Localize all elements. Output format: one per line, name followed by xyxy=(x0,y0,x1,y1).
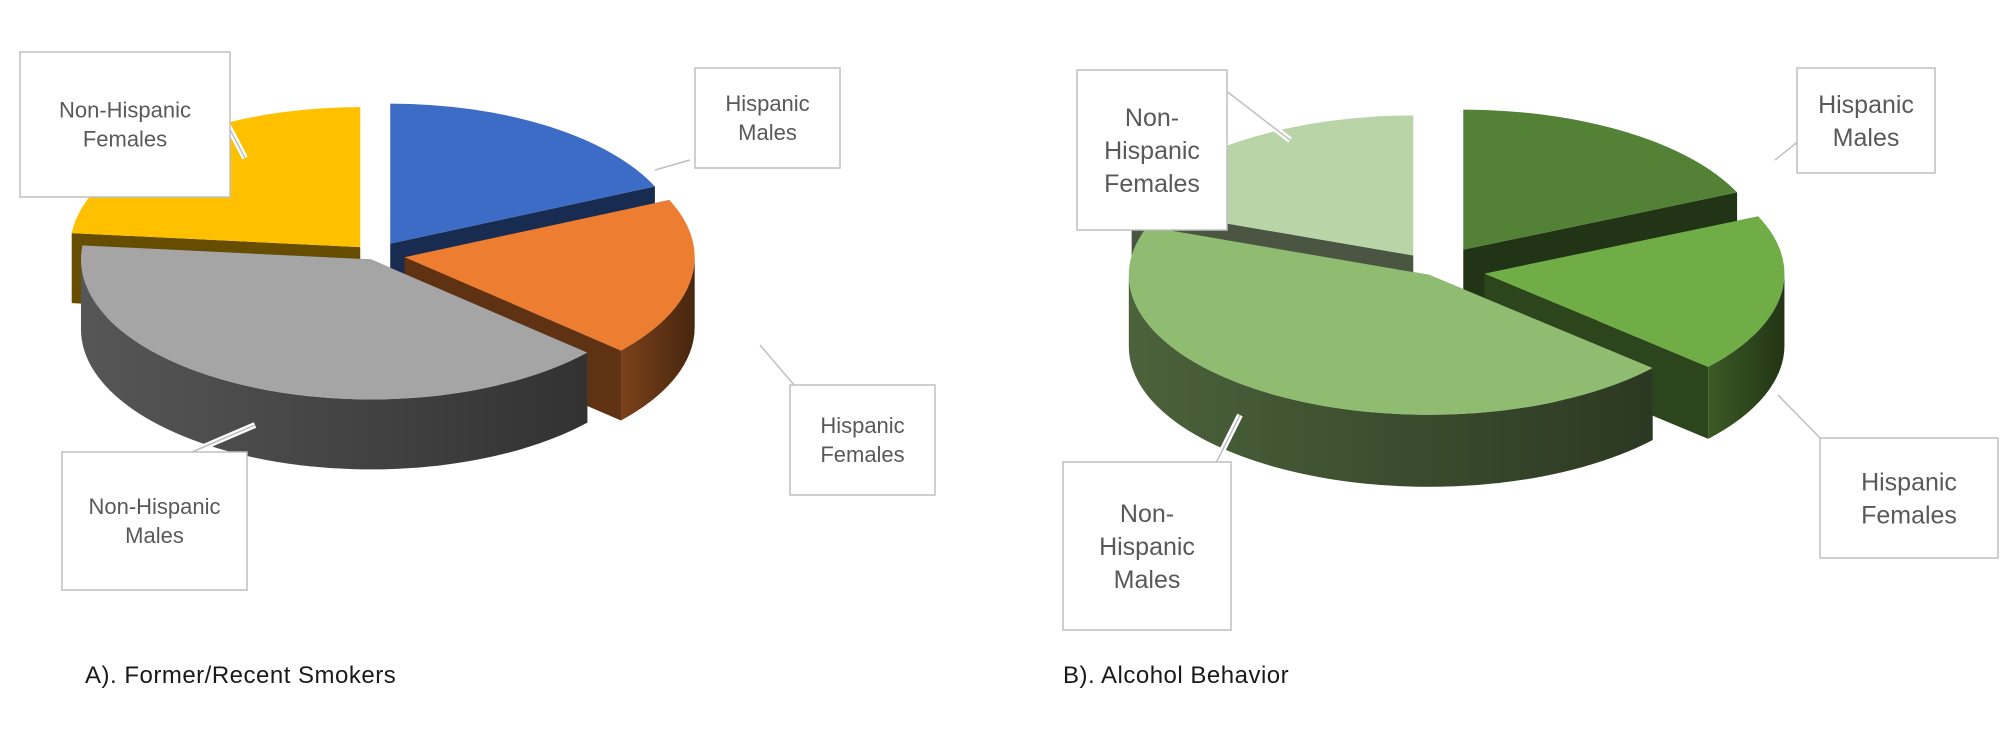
callout-non-hispanic-males: Non- Hispanic Males xyxy=(1062,413,1243,631)
callout-line: Hispanic xyxy=(1818,91,1914,119)
pie-slice-non-hispanic-males xyxy=(1128,226,1653,487)
callout-hispanic-males: Hispanic Males xyxy=(654,67,841,173)
pie-slice-top-hispanic-females xyxy=(1484,216,1785,367)
callout-non-hispanic-females: Non-Hispanic Females xyxy=(19,51,248,198)
callout-line: Females xyxy=(83,127,167,152)
callout-line: Females xyxy=(1104,170,1200,198)
callout-line: Non- xyxy=(1125,104,1179,132)
chart-title-alcohol: B). Alcohol Behavior xyxy=(1063,662,1289,689)
callout-line: Hispanic xyxy=(1861,468,1957,496)
callout-line: Hispanic xyxy=(725,91,809,116)
callouts-smokers: HispanicMalesHispanicFemalesNon-Hispanic… xyxy=(19,51,936,591)
pie-slice-non-hispanic-males xyxy=(80,245,588,470)
callout-line: Males xyxy=(738,120,797,145)
callout-line: Hispanic xyxy=(1104,137,1200,165)
callout-line: Hispanic xyxy=(820,413,904,438)
pie-slice-top-non-hispanic-males xyxy=(80,245,588,400)
callout-line: Non-Hispanic xyxy=(88,494,220,519)
callout-line: Non- xyxy=(1120,500,1174,528)
callout-line: Males xyxy=(1833,124,1900,152)
pie-chart-smokers: HispanicMalesHispanicFemalesNon-Hispanic… xyxy=(19,51,936,689)
callout-line: Males xyxy=(125,523,184,548)
callout-line: Females xyxy=(1861,501,1957,529)
callout-hispanic-females: Hispanic Females xyxy=(757,343,936,496)
callout-non-hispanic-females: Non- Hispanic Females xyxy=(1076,69,1292,231)
pie-chart-alcohol: Hispanic Males Hispanic Females Non- Hispanic… xyxy=(1062,67,1999,689)
callout-line: Hispanic xyxy=(1099,533,1195,561)
chart-title-smokers: A). Former/Recent Smokers xyxy=(85,662,396,689)
callout-line: Males xyxy=(1114,566,1181,594)
callout-line: Females xyxy=(820,442,904,467)
callouts-alcohol: Hispanic Males Hispanic Females Non- Hispanic… xyxy=(1062,67,1999,631)
callout-line: Non-Hispanic xyxy=(59,98,191,123)
pie-slices-smokers xyxy=(71,103,695,470)
pie-slice-top-hispanic-females xyxy=(404,200,695,351)
pie-slice-top-hispanic-males xyxy=(390,103,655,244)
callout-non-hispanic-males: Non-Hispanic Males xyxy=(61,422,257,591)
callout-hispanic-females: Hispanic Females xyxy=(1775,392,1999,559)
pie-slice-top-hispanic-males xyxy=(1463,109,1738,250)
callout-hispanic-males: Hispanic Males xyxy=(1773,67,1936,174)
pie-slices-alcohol xyxy=(1128,109,1785,487)
pie-slice-top-non-hispanic-males xyxy=(1128,226,1653,415)
pie-slice-top-non-hispanic-females xyxy=(1131,115,1414,256)
